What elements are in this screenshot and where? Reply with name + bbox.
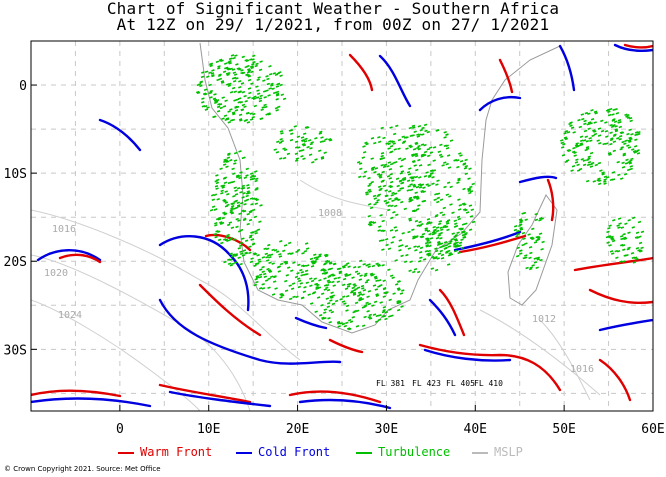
cold-front-line xyxy=(36,249,102,262)
warm-front-line xyxy=(458,234,527,254)
x-tick-label: 50E xyxy=(552,422,575,437)
x-tick-label: 10E xyxy=(197,422,220,437)
turbulence-area xyxy=(513,211,545,271)
warm-front-line xyxy=(598,358,632,402)
coastline-africa xyxy=(199,42,561,334)
cold-front-line xyxy=(423,348,512,362)
turbulence-area xyxy=(356,124,437,205)
cold-front-line xyxy=(98,118,142,152)
x-tick-label: 0 xyxy=(116,422,124,437)
turbulence-area xyxy=(309,259,405,331)
cold-front-line xyxy=(158,235,250,312)
x-tick-label: 40E xyxy=(464,422,487,437)
chart-title: Chart of Significant Weather - Southern … xyxy=(106,0,560,18)
warm-front-line xyxy=(498,58,514,94)
flight-level-label: FL 405 xyxy=(446,379,475,388)
coastline-madagascar xyxy=(507,194,558,306)
isobar-label: 1012 xyxy=(532,314,556,325)
isobar-label: 1008 xyxy=(318,208,342,219)
cold-front-line xyxy=(168,390,272,408)
cold-front-line xyxy=(294,316,328,330)
legend-label: Warm Front xyxy=(140,445,213,459)
x-tick-label: 20E xyxy=(286,422,309,437)
warm-front-line xyxy=(418,343,562,392)
legend-label: MSLP xyxy=(494,445,523,459)
turbulence-layer xyxy=(195,54,645,331)
warm-front-line xyxy=(348,53,374,92)
flight-level-label: FL 423 xyxy=(412,379,441,388)
cold-front-line xyxy=(298,398,392,410)
x-tick-label: 30E xyxy=(375,422,398,437)
warm-front-line xyxy=(328,338,364,354)
isobar-label: 1024 xyxy=(58,310,82,321)
legend-cold-front: Cold Front xyxy=(236,445,330,459)
cold-front-swatch xyxy=(236,451,252,454)
warm-front-line xyxy=(438,288,466,337)
cold-front-line xyxy=(558,44,576,92)
axis-ticks: 0 10E 20E 30E 40E 50E 60E 0 10S 20S 30S xyxy=(4,79,665,437)
flight-level-label: FL 381 xyxy=(376,379,405,388)
fronts-layer xyxy=(31,43,653,410)
flight-level-label: FL 410 xyxy=(474,379,503,388)
y-tick-label: 10S xyxy=(4,167,27,182)
turbulence-area xyxy=(415,220,466,260)
warm-front-line xyxy=(573,256,653,272)
legend-mslp: MSLP xyxy=(472,445,523,459)
isobar-label: 1016 xyxy=(52,224,76,235)
y-tick-label: 30S xyxy=(4,343,27,358)
turbulence-area xyxy=(560,107,641,186)
mslp-swatch xyxy=(472,451,488,454)
legend-turbulence: Turbulence xyxy=(356,445,450,459)
turbulence-area xyxy=(209,150,263,267)
warm-front-line xyxy=(158,383,252,404)
warm-front-line xyxy=(198,283,262,337)
warm-front-line xyxy=(31,389,122,398)
turbulence-area xyxy=(605,216,645,264)
chart-subtitle: At 12Z on 29/ 1/2021, from 00Z on 27/ 1/… xyxy=(116,15,550,34)
cold-front-line xyxy=(378,54,412,108)
warm-front-swatch xyxy=(118,451,134,454)
legend-label: Cold Front xyxy=(258,445,331,459)
turbulence-area xyxy=(195,54,287,124)
y-tick-label: 20S xyxy=(4,255,27,270)
warm-front-line xyxy=(58,253,102,264)
turbulence-area xyxy=(273,125,333,164)
warm-front-line xyxy=(288,390,382,404)
warm-front-line xyxy=(204,233,252,252)
warm-front-line xyxy=(546,178,555,222)
cold-front-line xyxy=(478,96,522,112)
grid-lines xyxy=(31,41,654,411)
plot-frame xyxy=(30,40,654,412)
cold-front-line xyxy=(613,43,653,52)
warm-front-line xyxy=(588,288,653,305)
cold-front-line xyxy=(31,397,152,408)
y-tick-label: 0 xyxy=(19,79,27,94)
isobar-label: 1016 xyxy=(570,364,594,375)
isobar-lines xyxy=(31,179,601,411)
legend-label: Turbulence xyxy=(378,445,451,459)
cold-front-line xyxy=(158,298,342,365)
legend-warm-front: Warm Front xyxy=(118,445,212,459)
x-tick-label: 60E xyxy=(641,422,664,437)
warm-front-line xyxy=(623,43,653,49)
cold-front-line xyxy=(428,298,457,337)
cold-front-line xyxy=(518,175,558,184)
copyright-notice: © Crown Copyright 2021. Source: Met Offi… xyxy=(4,465,161,473)
turbulence-swatch xyxy=(356,451,372,454)
turbulence-area xyxy=(249,240,337,301)
cold-front-line xyxy=(598,318,653,332)
isobar-label: 1020 xyxy=(44,268,68,279)
